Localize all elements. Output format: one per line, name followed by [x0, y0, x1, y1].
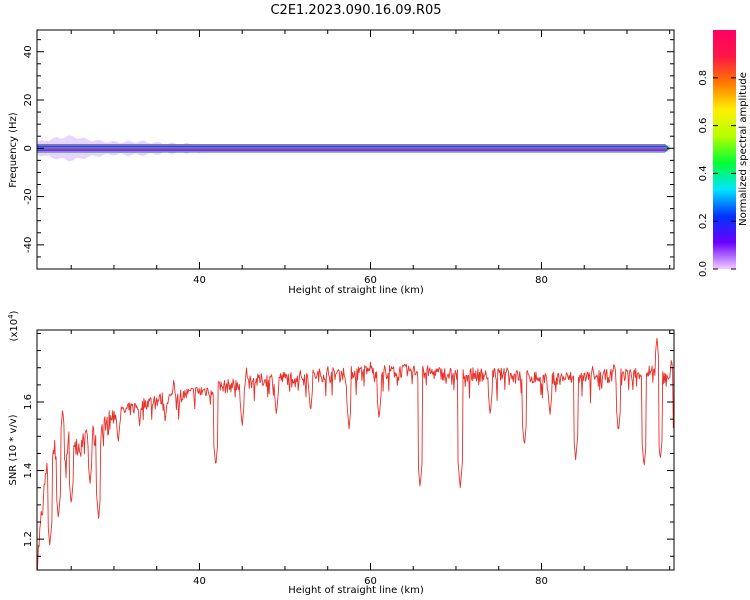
svg-text:(x104): (x104): [7, 310, 20, 341]
snr-scale-exponent: 4: [7, 314, 15, 319]
spectrogram-x-tick-label: 40: [193, 275, 206, 286]
spectrogram-ticks: 40 60 80 -40 -20 0 20 40: [23, 30, 674, 286]
snr-y-tick-label: 1.6: [23, 394, 34, 410]
spectrogram-y-tick-label: 20: [23, 94, 34, 107]
spectrogram-y-tick-label: -40: [23, 237, 34, 253]
snr-panel: 40 60 80 1.2 1.4 1.6 Height of straight line …: [7, 310, 675, 596]
figure-title: C2E1.2023.090.16.09.R05: [270, 3, 441, 18]
spectrogram-frame: [36, 29, 675, 270]
snr-y-axis-label: SNR (10 * v/v): [8, 414, 19, 485]
spectrogram-x-tick-label: 60: [364, 275, 377, 286]
spectrogram-x-axis-label: Height of straight line (km): [288, 285, 424, 296]
colorbar-tick-label: 0.6: [698, 118, 709, 134]
spectrogram-y-tick-label: -20: [23, 188, 34, 204]
snr-series: [37, 337, 674, 570]
snr-frame: [36, 329, 675, 571]
spectrogram-band: [37, 135, 671, 162]
snr-scale-label: (x104): [7, 310, 20, 341]
snr-y-tick-label: 1.2: [23, 531, 34, 547]
spectrogram-x-tick-label: 80: [535, 275, 548, 286]
snr-x-axis-label: Height of straight line (km): [288, 585, 424, 596]
spectrogram-y-tick-label: 40: [23, 45, 34, 58]
snr-y-tick-label: 1.4: [23, 463, 34, 479]
colorbar-ticks: 0.0 0.2 0.4 0.6 0.8: [698, 70, 736, 277]
spectrogram-y-axis-label: Frequency (Hz): [8, 112, 19, 188]
snr-x-tick-label: 60: [364, 576, 377, 587]
snr-ticks: 40 60 80 1.2 1.4 1.6: [23, 330, 674, 587]
snr-x-tick-label: 40: [193, 576, 206, 587]
colorbar-tick-label: 0.4: [698, 165, 709, 181]
colorbar: 0.0 0.2 0.4 0.6 0.8 Normalized spectral ampl…: [698, 30, 749, 277]
colorbar-tick-label: 0.0: [698, 261, 709, 277]
snr-scale-prefix: (x10: [9, 319, 20, 342]
snr-line: [37, 337, 674, 570]
colorbar-tick-label: 0.2: [698, 213, 709, 229]
snr-x-tick-label: 80: [535, 576, 548, 587]
colorbar-tick-label: 0.8: [698, 70, 709, 86]
spectrogram-panel: 40 60 80 -40 -20 0 20 40 Height of straight lin…: [8, 29, 675, 296]
spectrogram-y-tick-label: 0: [23, 145, 34, 151]
colorbar-label: Normalized spectral amplitude: [738, 72, 749, 226]
colorbar-gradient: [713, 30, 736, 269]
